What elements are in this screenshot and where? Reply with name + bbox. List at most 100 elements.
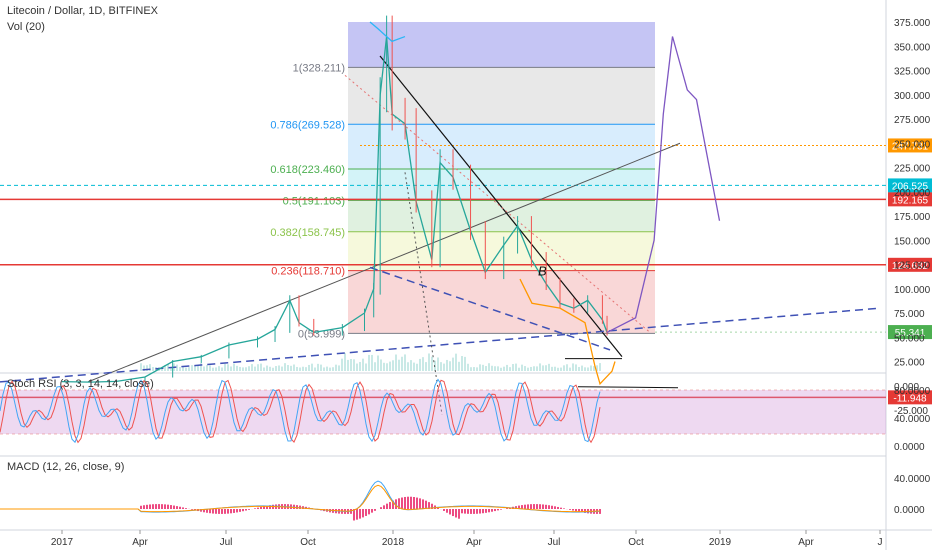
volume-bar	[470, 367, 472, 371]
macd-histogram-bar	[443, 509, 445, 511]
volume-bar	[464, 356, 466, 371]
stoch-rsi-pane	[0, 378, 886, 444]
volume-bar	[233, 363, 235, 371]
macd-histogram-bar	[170, 505, 172, 509]
fib-level-label: 0.5(191.103)	[283, 195, 345, 207]
volume-bar	[494, 366, 496, 371]
price-axis-tick: 300.000	[894, 91, 931, 102]
volume-bar	[596, 365, 598, 371]
macd-histogram-bar	[167, 504, 169, 509]
volume-bar	[269, 366, 271, 371]
macd-histogram-bar	[485, 509, 487, 513]
volume-bar	[452, 357, 454, 371]
macd-histogram-bar	[437, 507, 439, 509]
stoch-band	[0, 390, 886, 434]
price-tag	[888, 138, 932, 153]
orange-drawing	[519, 278, 616, 386]
volume-bar	[320, 364, 322, 371]
macd-histogram-bar	[536, 504, 538, 509]
volume-bar	[254, 366, 256, 371]
volume-bar	[299, 367, 301, 371]
fib-level-label: 0.236(118.710)	[271, 266, 345, 278]
macd-histogram-bar	[581, 509, 583, 513]
stoch-axis-tick: 40.0000	[894, 414, 931, 425]
volume-bar	[290, 365, 292, 371]
price-tag-label: 124.682	[892, 261, 929, 272]
volume-bar	[197, 365, 199, 371]
price-axis-tick: 350.000	[894, 42, 931, 53]
time-axis-tick: 2017	[51, 537, 74, 548]
macd-histogram-bar	[479, 509, 481, 514]
macd-histogram-bar	[548, 505, 550, 509]
macd-histogram-bar	[203, 509, 205, 513]
volume-bar	[443, 363, 445, 371]
macd-histogram-bar	[266, 505, 268, 509]
volume-bar	[260, 363, 262, 371]
horizontal-marker	[577, 386, 679, 389]
macd-histogram-bar	[413, 497, 415, 509]
volume-bar	[332, 367, 334, 371]
rising-trendline	[87, 142, 681, 383]
volume-bar	[263, 367, 265, 371]
volume-bar	[227, 364, 229, 371]
volume-bar	[203, 366, 205, 371]
volume-bar	[218, 366, 220, 371]
dashed-support-line	[0, 307, 881, 383]
macd-histogram-bar	[491, 509, 493, 512]
volume-bar	[491, 365, 493, 371]
macd-histogram-bar	[506, 508, 508, 509]
volume-bar	[407, 362, 409, 371]
volume-bar	[365, 363, 367, 371]
volume-bar	[344, 353, 346, 371]
volume-bar	[242, 367, 244, 371]
volume-bar	[560, 367, 562, 371]
price-tag-label: 247.731	[892, 141, 929, 152]
volume-bar	[350, 358, 352, 371]
volume-bar	[245, 367, 247, 371]
stoch-axis-tick: 80.0000	[894, 386, 931, 397]
volume-bar	[557, 367, 559, 371]
volume-bar	[428, 353, 430, 371]
price-series-line	[61, 36, 608, 383]
volume-bar	[446, 359, 448, 371]
volume-bar	[593, 366, 595, 371]
annotation-label: B	[538, 263, 547, 278]
macd-histogram-bar	[143, 505, 145, 509]
stoch-axis-tick: 0.0000	[894, 442, 925, 453]
macd-histogram-bar	[431, 503, 433, 509]
macd-histogram-bar	[233, 509, 235, 513]
volume-bar	[152, 367, 154, 371]
volume-bar	[323, 367, 325, 371]
volume-bar	[410, 360, 412, 371]
macd-histogram-bar	[404, 496, 406, 509]
volume-bar	[572, 363, 574, 371]
volume-bar	[509, 367, 511, 371]
macd-histogram-bar	[518, 505, 520, 509]
volume-bar	[383, 362, 385, 371]
macd-histogram-bar	[473, 509, 475, 514]
macd-histogram-bar	[425, 500, 427, 509]
volume-bar	[422, 357, 424, 371]
volume-bar	[458, 361, 460, 371]
macd-label: MACD (12, 26, close, 9)	[7, 461, 125, 473]
volume-bar	[554, 366, 556, 371]
fib-level-label: 1(328.211)	[293, 62, 345, 74]
macd-histogram-bar	[176, 506, 178, 509]
macd-histogram-bar	[527, 504, 529, 509]
volume-bar	[389, 361, 391, 371]
volume-bar	[539, 363, 541, 371]
macd-histogram-bar	[557, 506, 559, 509]
price-axis-tick: -25.000	[894, 406, 928, 417]
macd-histogram-bar	[482, 509, 484, 514]
volume-bar	[278, 365, 280, 371]
volume-bar	[236, 365, 238, 371]
fib-level-label: 0.786(269.528)	[270, 119, 345, 131]
macd-histogram-bar	[422, 499, 424, 509]
macd-histogram-bar	[164, 504, 166, 509]
macd-axis-tick: 0.0000	[894, 505, 925, 516]
price-tag	[888, 325, 932, 340]
volume-bar	[146, 365, 148, 371]
macd-histogram-bar	[494, 509, 496, 512]
volume-bar	[530, 366, 532, 371]
